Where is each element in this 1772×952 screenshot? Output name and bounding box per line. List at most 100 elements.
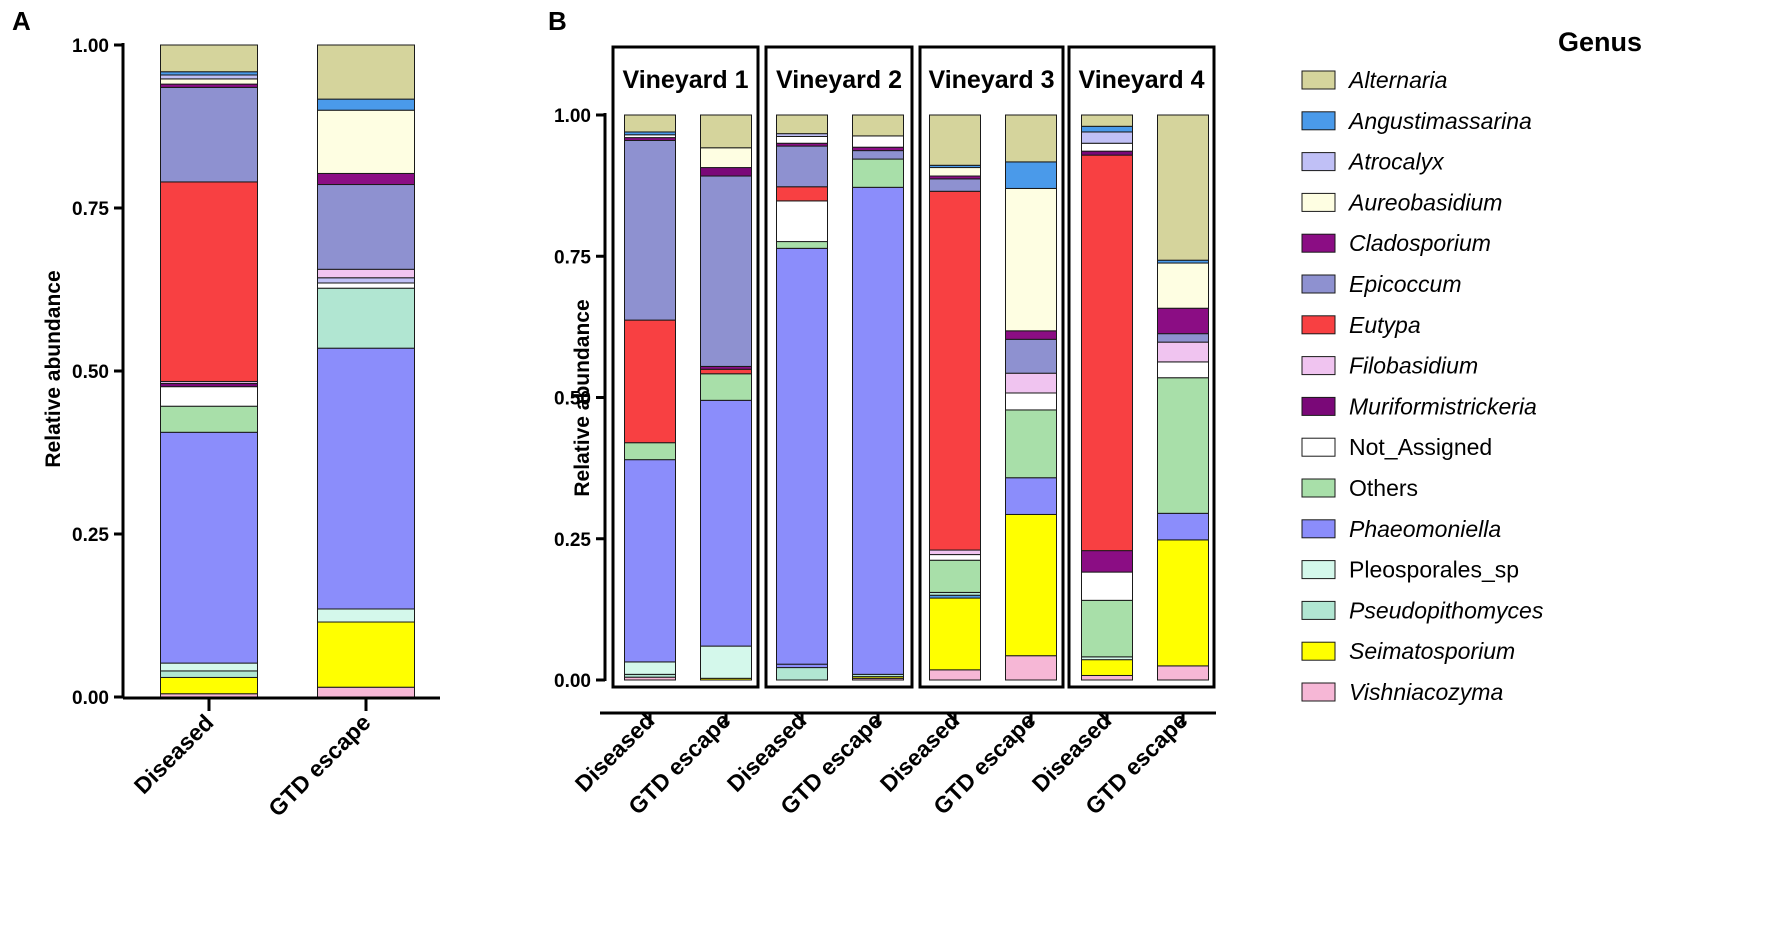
- legend-item-pleosporales-sp: Pleosporales_sp: [1301, 557, 1519, 583]
- bar-segment-eutypa: [1081, 154, 1133, 552]
- legend-swatch-alternaria: [1301, 70, 1336, 90]
- bar-segment-epicoccum: [929, 178, 981, 192]
- bar-vineyard-3-diseased: [929, 114, 981, 681]
- bar-segment-others: [160, 405, 258, 433]
- bar-segment-not-assigned: [776, 200, 828, 243]
- bar-segment-vishniacozyma: [929, 669, 981, 681]
- bar-segment-vishniacozyma: [1005, 655, 1057, 681]
- panel-a-letter: A: [12, 6, 31, 36]
- bar-segment-epicoccum: [852, 150, 904, 160]
- bar-segment-filobasidium: [317, 268, 415, 279]
- legend-item-alternaria: Alternaria: [1301, 67, 1447, 93]
- legend-swatch-muriformistrickeria: [1301, 396, 1336, 416]
- bar-segment-phaeomoniella: [160, 431, 258, 664]
- bar-segment-epicoccum: [1157, 333, 1209, 343]
- panel-b-bars: [624, 114, 1209, 681]
- legend-swatch-seimatosporium: [1301, 641, 1336, 661]
- legend-swatch-pseudopithomyces: [1301, 600, 1336, 620]
- bar-segment-epicoccum: [700, 175, 752, 367]
- bar-segment-phaeomoniella: [624, 459, 676, 663]
- legend-swatch-phaeomoniella: [1301, 519, 1336, 539]
- panel-b-vineyard-boxes: Vineyard 1 Vineyard 2 Vineyard 3 Vineyard 4: [611, 45, 1216, 689]
- bar-vineyard-4-gtd-escape: [1157, 114, 1209, 681]
- legend-swatch-pleosporales-sp: [1301, 560, 1336, 580]
- bar-segment-eutypa: [700, 368, 752, 375]
- legend-item-cladosporium: Cladosporium: [1301, 230, 1491, 256]
- legend-item-muriformistrickeria: Muriformistrickeria: [1301, 393, 1537, 419]
- bar-segment-cladosporium: [1005, 330, 1057, 340]
- bar-segment-not-assigned: [1081, 571, 1133, 601]
- bar-segment-alternaria: [1157, 114, 1209, 261]
- vineyard-box-2: [764, 45, 914, 689]
- vineyard-title-2: Vineyard 2: [776, 66, 902, 94]
- bar-segment-others: [776, 241, 828, 249]
- bar-segment-not-assigned: [1005, 392, 1057, 411]
- y-tick-label-0-00: 0.00: [72, 688, 109, 709]
- bar-segment-phaeomoniella: [317, 347, 415, 610]
- panel-a-y-axis-title: Relative abundance: [42, 270, 65, 467]
- x-category-label-all-gtd-escape: GTD escape: [263, 709, 375, 821]
- bar-segment-cladosporium: [1081, 550, 1133, 573]
- bar-segment-alternaria: [624, 114, 676, 133]
- legend-label-filobasidium: Filobasidium: [1349, 353, 1478, 379]
- bar-segment-aureobasidium: [929, 167, 981, 177]
- bar-segment-epicoccum: [776, 145, 828, 188]
- legend-label-angustimassarina: Angustimassarina: [1347, 108, 1532, 134]
- legend-swatch-not-assigned: [1301, 437, 1336, 457]
- bar-segment-alternaria: [317, 44, 415, 100]
- panel-b-y-axis: 0.00 0.25 0.50 0.75 1.00: [554, 106, 607, 692]
- panel-b-y-axis-title: Relative abundance: [571, 299, 594, 496]
- bar-segment-cladosporium: [1157, 307, 1209, 335]
- legend-item-angustimassarina: Angustimassarina: [1301, 108, 1532, 134]
- y-tick-label-0-25: 0.25: [72, 525, 109, 546]
- bar-segment-pseudopithomyces: [317, 287, 415, 349]
- vineyard-title-1: Vineyard 1: [622, 66, 748, 94]
- bar-segment-pseudopithomyces: [160, 670, 258, 678]
- bar-segment-aureobasidium: [1157, 262, 1209, 309]
- vineyard-title-4: Vineyard 4: [1078, 66, 1204, 94]
- bar-segment-others: [852, 158, 904, 188]
- y-tick-label-0-50: 0.50: [554, 389, 591, 410]
- bar-segment-not-assigned: [1081, 142, 1133, 152]
- bar-segment-others: [624, 442, 676, 461]
- panel-a-x-axis: Diseased GTD escape: [123, 696, 440, 822]
- legend-label-others: Others: [1349, 475, 1418, 501]
- bar-segment-atrocalyx: [160, 74, 258, 80]
- legend-item-aureobasidium: Aureobasidium: [1301, 189, 1502, 215]
- legend-swatch-epicoccum: [1301, 274, 1336, 294]
- bar-segment-eutypa: [160, 181, 258, 382]
- bar-segment-not-assigned: [317, 282, 415, 289]
- bar-vineyard-2-gtd-escape: [852, 114, 904, 681]
- bar-segment-epicoccum: [1005, 338, 1057, 374]
- legend-swatch-aureobasidium: [1301, 192, 1336, 212]
- bar-segment-filobasidium: [1157, 341, 1209, 363]
- bar-segment-muriformistrickeria: [1081, 150, 1133, 156]
- bar-all-gtd-escape: [317, 44, 415, 698]
- bar-segment-epicoccum: [624, 139, 676, 321]
- x-category-label-all-diseased: Diseased: [129, 709, 219, 799]
- legend-label-aureobasidium: Aureobasidium: [1347, 189, 1502, 215]
- legend-swatch-others: [1301, 478, 1336, 498]
- bar-all-diseased: [160, 44, 258, 698]
- bar-segment-aureobasidium: [160, 78, 258, 85]
- bar-segment-others: [1005, 409, 1057, 479]
- bar-segment-alternaria: [160, 44, 258, 73]
- legend-swatch-filobasidium: [1301, 356, 1336, 376]
- legend-item-pseudopithomyces: Pseudopithomyces: [1301, 597, 1544, 623]
- bar-segment-alternaria: [700, 114, 752, 149]
- legend-label-seimatosporium: Seimatosporium: [1349, 638, 1515, 664]
- bar-segment-vishniacozyma: [317, 686, 415, 698]
- bar-segment-pleosporales-sp: [624, 661, 676, 675]
- legend-swatch-cladosporium: [1301, 233, 1336, 253]
- legend-label-atrocalyx: Atrocalyx: [1347, 149, 1445, 175]
- bar-vineyard-1-diseased: [624, 114, 676, 681]
- y-tick-label-1-00: 1.00: [72, 36, 109, 57]
- bar-segment-others: [700, 373, 752, 401]
- legend-swatch-eutypa: [1301, 315, 1336, 335]
- legend-item-atrocalyx: Atrocalyx: [1301, 149, 1445, 175]
- bar-segment-cladosporium: [317, 172, 415, 186]
- bar-segment-not-assigned: [160, 386, 258, 407]
- vineyard-box-3: [918, 45, 1065, 689]
- y-tick-label-0-75: 0.75: [554, 247, 591, 268]
